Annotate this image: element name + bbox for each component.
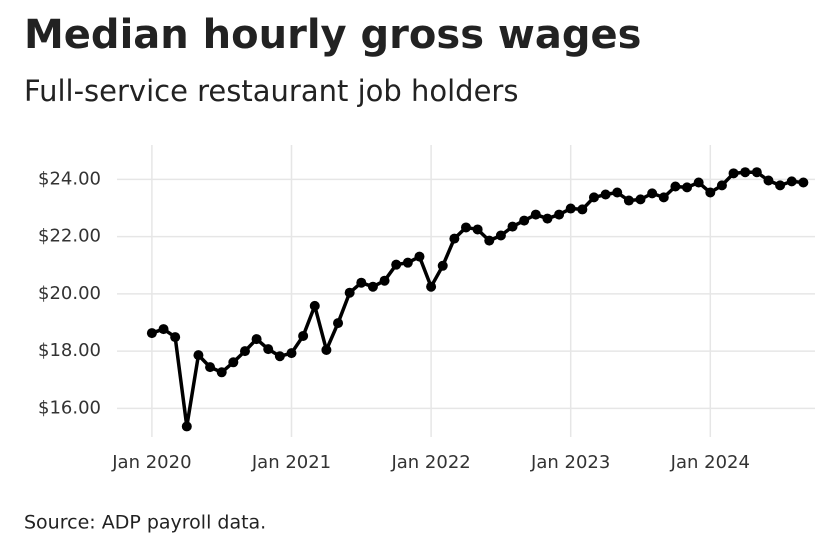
y-tick-label: $22.00 xyxy=(38,226,101,247)
data-point xyxy=(588,192,599,203)
chart-subtitle: Full-service restaurant job holders xyxy=(24,74,518,108)
data-point xyxy=(251,334,262,345)
x-tick-label: Jan 2021 xyxy=(251,452,331,473)
data-point xyxy=(507,221,518,232)
data-point xyxy=(693,177,704,188)
x-tick-label: Jan 2022 xyxy=(390,452,470,473)
data-point xyxy=(333,318,344,329)
data-point xyxy=(577,204,588,215)
data-point xyxy=(623,195,634,206)
data-point xyxy=(449,233,460,244)
y-tick-label: $16.00 xyxy=(38,397,101,418)
data-point xyxy=(612,187,623,198)
data-point xyxy=(716,180,727,191)
data-point xyxy=(379,275,390,286)
data-point xyxy=(472,224,483,235)
data-point xyxy=(193,350,204,361)
data-point xyxy=(391,259,402,270)
y-tick-label: $18.00 xyxy=(38,340,101,361)
data-point xyxy=(495,230,506,241)
data-point xyxy=(181,421,192,432)
data-point xyxy=(786,176,797,187)
data-point xyxy=(728,168,739,179)
data-point xyxy=(682,182,693,193)
data-point xyxy=(367,281,378,292)
data-point xyxy=(298,330,309,341)
data-point xyxy=(461,222,471,233)
data-point xyxy=(647,188,658,199)
data-point xyxy=(146,328,157,339)
data-point xyxy=(321,344,332,355)
y-tick-label: $24.00 xyxy=(38,168,101,189)
data-point xyxy=(437,260,448,271)
chart-title: Median hourly gross wages xyxy=(24,12,641,58)
data-point xyxy=(274,351,285,362)
data-point xyxy=(356,277,367,288)
data-point xyxy=(228,357,239,368)
data-point xyxy=(309,300,320,311)
data-point xyxy=(740,167,751,178)
data-point xyxy=(205,362,216,373)
data-point xyxy=(763,175,774,186)
data-point xyxy=(402,257,413,268)
data-point xyxy=(600,189,611,200)
data-point xyxy=(216,367,227,378)
data-point xyxy=(751,167,762,178)
data-point xyxy=(542,213,553,224)
data-point xyxy=(344,287,355,298)
x-tick-label: Jan 2023 xyxy=(530,452,610,473)
data-point xyxy=(263,344,274,355)
x-tick-label: Jan 2024 xyxy=(670,452,750,473)
data-point xyxy=(426,281,437,292)
data-point xyxy=(170,332,181,343)
y-tick-label: $20.00 xyxy=(38,283,101,304)
data-point xyxy=(775,180,786,191)
data-point xyxy=(414,251,425,262)
x-tick-label: Jan 2020 xyxy=(111,452,191,473)
line xyxy=(151,170,804,429)
data-point xyxy=(158,324,169,335)
source-note: Source: ADP payroll data. xyxy=(24,512,266,534)
data-point xyxy=(658,192,669,203)
data-point xyxy=(565,203,576,214)
data-point xyxy=(554,209,565,220)
data-point xyxy=(635,194,646,205)
data-point xyxy=(484,235,495,246)
data-point xyxy=(530,209,541,220)
data-point xyxy=(798,177,809,188)
data-point xyxy=(670,181,681,192)
data-point xyxy=(239,346,250,357)
data-point xyxy=(286,348,297,359)
data-point xyxy=(519,215,530,226)
data-point xyxy=(705,187,716,198)
